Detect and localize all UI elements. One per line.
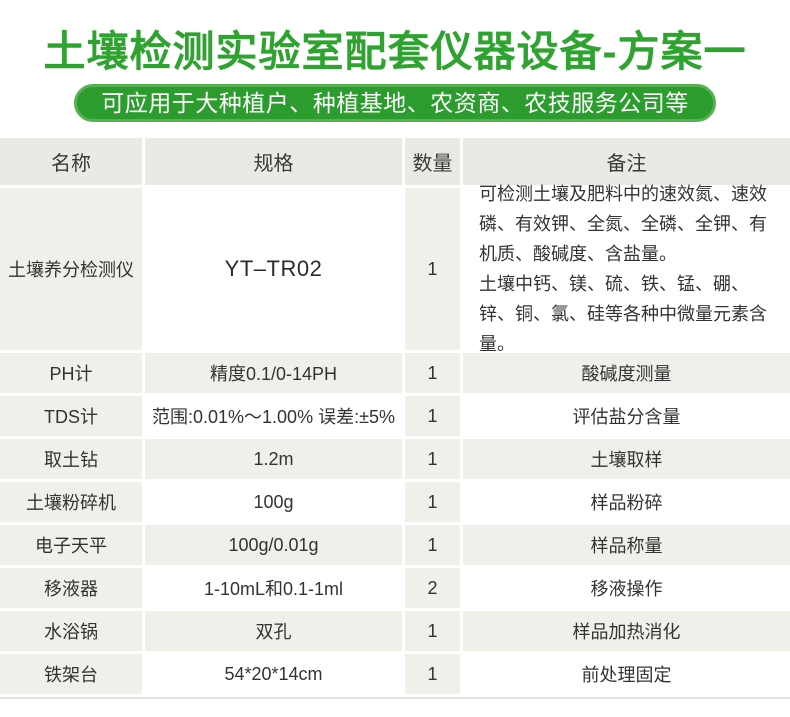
column-header-name: 名称 — [0, 138, 142, 185]
row1-remark-paragraph-2: 土壤中钙、镁、硫、铁、锰、硼、锌、铜、氯、硅等各种中微量元素含量。 — [479, 274, 767, 354]
row8-qty-cell: 1 — [405, 611, 460, 651]
row6-remark-cell: 样品称量 — [463, 525, 790, 565]
row8-remark-cell: 样品加热消化 — [463, 611, 790, 651]
row7-remark-cell: 移液操作 — [463, 568, 790, 608]
row4-qty-cell: 1 — [405, 439, 460, 479]
table-bottom-divider — [0, 697, 790, 699]
row3-name-cell: TDS计 — [0, 396, 142, 436]
row5-remark-cell: 样品粉碎 — [463, 482, 790, 522]
subtitle-badge: 可应用于大种植户、种植基地、农资商、农技服务公司等 — [74, 84, 716, 122]
row1-qty-cell: 1 — [405, 188, 460, 350]
row6-spec-cell: 100g/0.01g — [145, 525, 402, 565]
row8-spec-cell: 双孔 — [145, 611, 402, 651]
row4-spec-cell: 1.2m — [145, 439, 402, 479]
column-header-remark: 备注 — [463, 138, 790, 185]
row2-remark-cell: 酸碱度测量 — [463, 353, 790, 393]
row2-qty-cell: 1 — [405, 353, 460, 393]
row7-spec-cell: 1-10mL和0.1-1ml — [145, 568, 402, 608]
row9-name-cell: 铁架台 — [0, 654, 142, 694]
row1-remark-paragraph-1: 可检测土壤及肥料中的速效氮、速效磷、有效钾、全氮、全磷、全钾、有机质、酸碱度、含… — [479, 184, 767, 264]
row3-spec-cell: 范围:0.01%～1.00% 误差:±5% — [145, 396, 402, 436]
column-header-qty: 数量 — [405, 138, 460, 185]
hero-section: 土壤检测实验室配套仪器设备-方案一 可应用于大种植户、种植基地、农资商、农技服务… — [0, 0, 790, 122]
row2-name-cell: PH计 — [0, 353, 142, 393]
row9-remark-cell: 前处理固定 — [463, 654, 790, 694]
row3-remark-cell: 评估盐分含量 — [463, 396, 790, 436]
row9-qty-cell: 1 — [405, 654, 460, 694]
row3-qty-cell: 1 — [405, 396, 460, 436]
page-title: 土壤检测实验室配套仪器设备-方案一 — [43, 28, 747, 75]
row6-name-cell: 电子天平 — [0, 525, 142, 565]
row8-name-cell: 水浴锅 — [0, 611, 142, 651]
row7-name-cell: 移液器 — [0, 568, 142, 608]
row4-name-cell: 取土钻 — [0, 439, 142, 479]
row5-spec-cell: 100g — [145, 482, 402, 522]
row4-remark-cell: 土壤取样 — [463, 439, 790, 479]
row5-name-cell: 土壤粉碎机 — [0, 482, 142, 522]
row6-qty-cell: 1 — [405, 525, 460, 565]
row1-spec-cell: YT–TR02 — [145, 188, 402, 350]
row1-remark-cell: 可检测土壤及肥料中的速效氮、速效磷、有效钾、全氮、全磷、全钾、有机质、酸碱度、含… — [463, 184, 790, 354]
row1-name-cell: 土壤养分检测仪 — [0, 188, 142, 350]
row5-qty-cell: 1 — [405, 482, 460, 522]
row7-qty-cell: 2 — [405, 568, 460, 608]
row2-spec-cell: 精度0.1/0-14PH — [145, 353, 402, 393]
row9-spec-cell: 54*20*14cm — [145, 654, 402, 694]
equipment-table: 名称 规格 数量 备注 土壤养分检测仪 YT–TR02 1 可检测土壤及肥料中的… — [0, 138, 790, 694]
column-header-spec: 规格 — [145, 138, 402, 185]
